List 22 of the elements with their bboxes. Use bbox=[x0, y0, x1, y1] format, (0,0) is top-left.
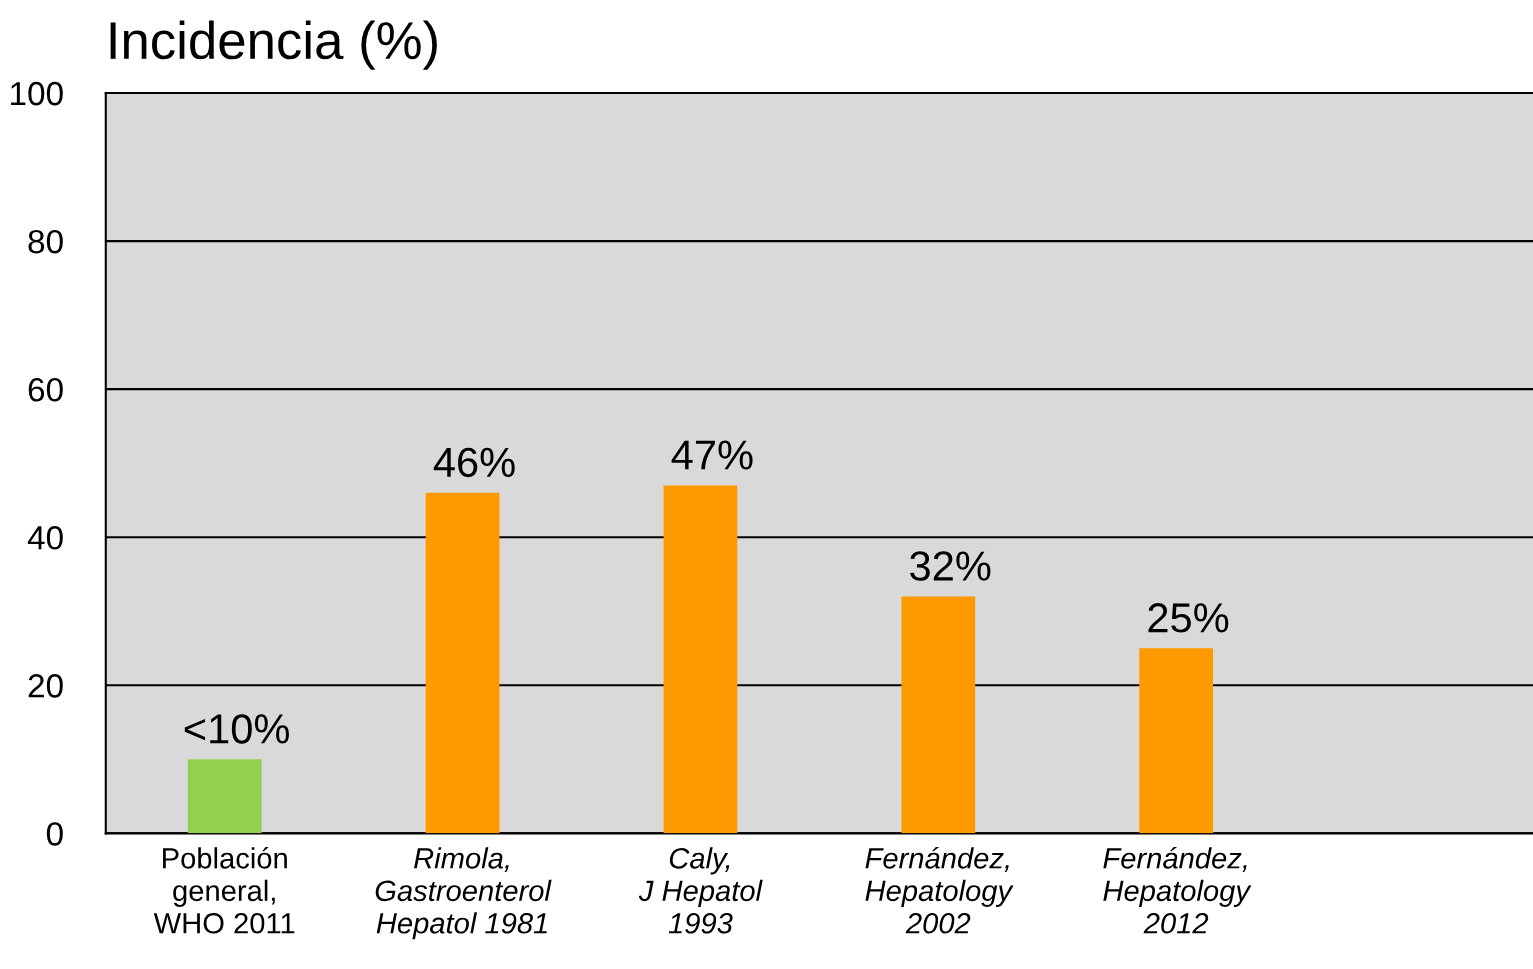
x-tick-label: Caly, J Hepatol 1993 bbox=[638, 847, 763, 934]
x-tick-label: Fernández, Hepatology 2002 bbox=[865, 846, 1014, 934]
y-tick-label: 100 bbox=[11, 81, 63, 106]
x-tick-label: Rimola, Gastroenterol Hepatol 1981 bbox=[375, 847, 552, 940]
bar bbox=[901, 596, 976, 834]
y-tick-label: 60 bbox=[28, 377, 63, 402]
x-tick-label: Población general, WHO 2011 bbox=[153, 846, 295, 934]
data-label: 32% bbox=[910, 551, 991, 581]
y-tick-label: 0 bbox=[46, 822, 63, 846]
bar bbox=[663, 485, 738, 834]
data-label: 25% bbox=[1148, 603, 1229, 633]
y-tick-label: 80 bbox=[28, 229, 63, 254]
data-label: 46% bbox=[433, 447, 515, 478]
bar bbox=[1139, 648, 1214, 834]
bar bbox=[187, 759, 262, 834]
y-tick-label: 40 bbox=[27, 526, 63, 550]
bar bbox=[425, 492, 500, 834]
x-tick-label: Fernández, Hepatology 2012 bbox=[1103, 846, 1252, 934]
data-label: 47% bbox=[671, 440, 753, 470]
chart-title: Incidencia (%) bbox=[110, 20, 437, 70]
y-tick-label: 20 bbox=[28, 674, 63, 698]
data-label: <10% bbox=[184, 714, 289, 744]
